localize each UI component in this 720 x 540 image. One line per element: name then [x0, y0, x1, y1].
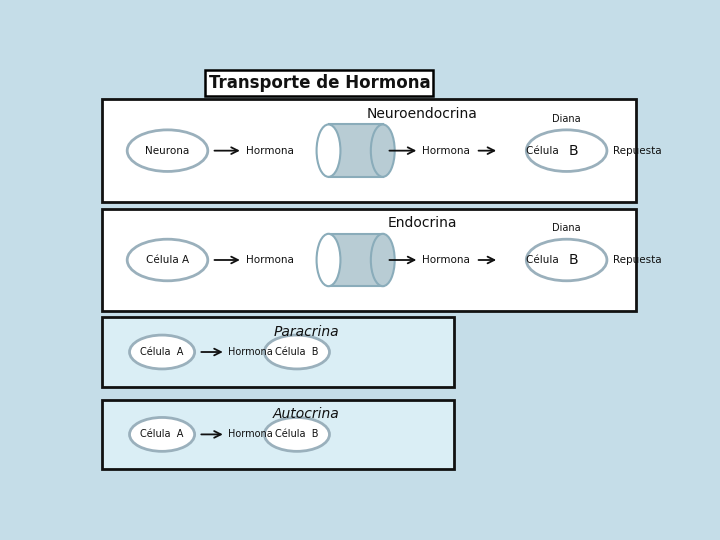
- Text: Célula: Célula: [526, 255, 562, 265]
- Text: Paracrina: Paracrina: [274, 325, 339, 339]
- Ellipse shape: [130, 335, 194, 369]
- Bar: [328, 125, 383, 177]
- Ellipse shape: [127, 130, 208, 171]
- Ellipse shape: [317, 125, 341, 177]
- FancyBboxPatch shape: [102, 99, 636, 202]
- Text: Hormona: Hormona: [228, 347, 273, 357]
- Text: Hormona: Hormona: [423, 146, 470, 156]
- Text: Célula  B: Célula B: [275, 429, 319, 440]
- Text: Endocrina: Endocrina: [388, 217, 457, 231]
- Ellipse shape: [264, 335, 330, 369]
- Text: B: B: [568, 253, 577, 267]
- Text: Neurona: Neurona: [145, 146, 189, 156]
- Text: Neuroendocrina: Neuroendocrina: [367, 107, 478, 121]
- Ellipse shape: [317, 234, 341, 286]
- Ellipse shape: [526, 239, 607, 281]
- Text: Hormona: Hormona: [228, 429, 273, 440]
- Text: Diana: Diana: [552, 223, 581, 233]
- FancyBboxPatch shape: [102, 318, 454, 387]
- Text: Célula  A: Célula A: [140, 429, 184, 440]
- Ellipse shape: [130, 417, 194, 451]
- FancyBboxPatch shape: [204, 70, 433, 96]
- Text: B: B: [568, 144, 577, 158]
- Text: Hormona: Hormona: [246, 146, 294, 156]
- Ellipse shape: [526, 130, 607, 171]
- Text: Repuesta: Repuesta: [613, 146, 662, 156]
- Text: Hormona: Hormona: [246, 255, 294, 265]
- Ellipse shape: [371, 234, 395, 286]
- Ellipse shape: [127, 239, 208, 281]
- Text: Autocrina: Autocrina: [273, 408, 340, 421]
- Ellipse shape: [371, 125, 395, 177]
- Text: Célula  B: Célula B: [275, 347, 319, 357]
- Text: Transporte de Hormona: Transporte de Hormona: [209, 75, 431, 92]
- FancyBboxPatch shape: [102, 209, 636, 311]
- FancyBboxPatch shape: [102, 400, 454, 469]
- Text: Célula A: Célula A: [146, 255, 189, 265]
- Text: Repuesta: Repuesta: [613, 255, 662, 265]
- Text: Diana: Diana: [552, 114, 581, 124]
- Text: Hormona: Hormona: [423, 255, 470, 265]
- Bar: [328, 234, 383, 286]
- Ellipse shape: [264, 417, 330, 451]
- Text: Célula: Célula: [526, 146, 562, 156]
- Text: Célula  A: Célula A: [140, 347, 184, 357]
